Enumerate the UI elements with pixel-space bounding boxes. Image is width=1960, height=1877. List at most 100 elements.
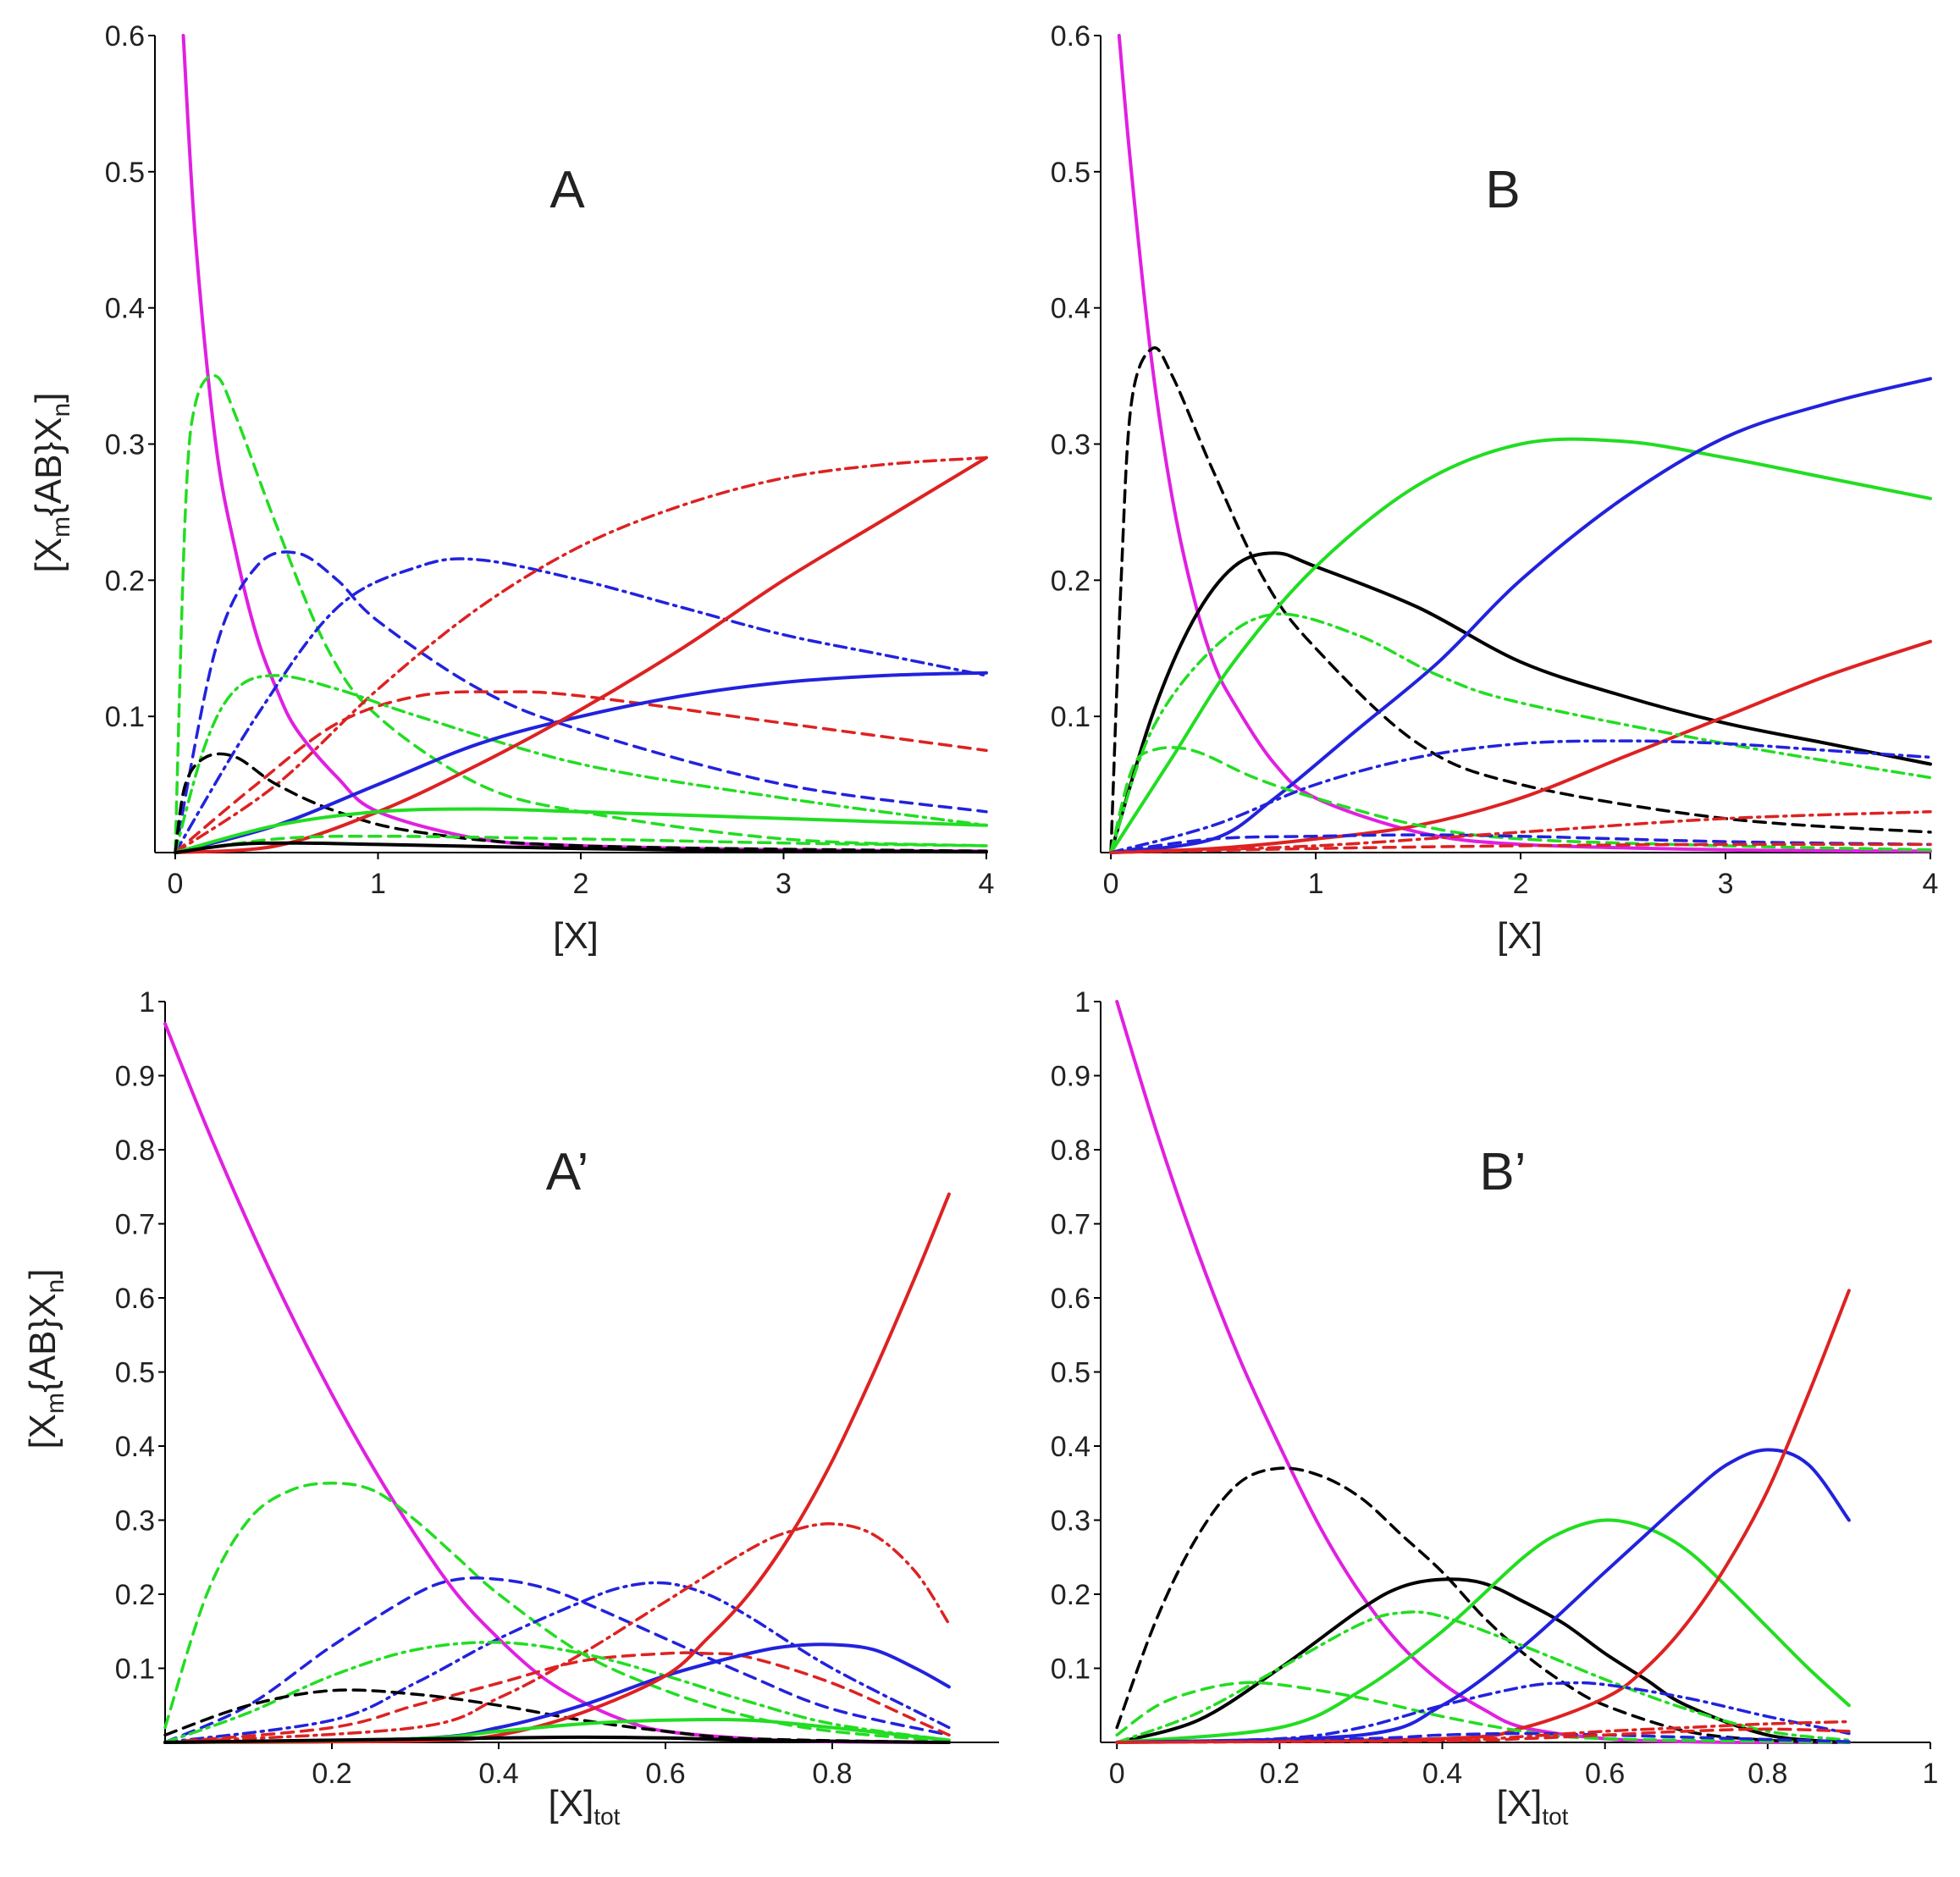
panel-a-prime-xlabel: [X]tot bbox=[549, 1783, 621, 1830]
panel-0-series-black-solid bbox=[174, 841, 988, 854]
panel-3-series-red-solid bbox=[1115, 1289, 1851, 1744]
panel-1-series-magenta-solid bbox=[1117, 34, 1932, 853]
panel-1-ytick-label: 0.6 bbox=[1051, 20, 1090, 52]
panel-b-title: B bbox=[1485, 161, 1520, 219]
panel-2-series-black-solid bbox=[163, 1735, 951, 1744]
panel-b-prime-xlabel: [X]tot bbox=[1497, 1783, 1569, 1830]
panel-2-series-blue-dash bbox=[163, 1576, 951, 1744]
panel-b-prime-title: B’ bbox=[1479, 1143, 1526, 1201]
panel-1-series-black-dash bbox=[1109, 346, 1932, 854]
panel-2-series-magenta-solid bbox=[163, 1022, 951, 1744]
panel-a-title: A bbox=[549, 161, 585, 219]
panel-0-ytick-label: 0.6 bbox=[105, 20, 145, 52]
panel-0-series-green-dash-2 bbox=[174, 834, 988, 854]
panel-3-ytick-label: 0.6 bbox=[1051, 1283, 1090, 1315]
panel-1-series-green-solid bbox=[1109, 437, 1932, 854]
panel-2-xtick-label: 0.2 bbox=[312, 1758, 351, 1790]
panel-1-xtick-label: 2 bbox=[1513, 868, 1529, 900]
panel-0-xtick-label: 0 bbox=[167, 868, 183, 900]
panel-3-ytick-label: 0.8 bbox=[1051, 1134, 1090, 1167]
panel-0-series-black-dash bbox=[174, 752, 988, 854]
panel-1-series-green-dashdot bbox=[1109, 612, 1932, 854]
panel-3-ytick-label: 0.2 bbox=[1051, 1579, 1090, 1611]
panel-2-ytick-label: 1 bbox=[139, 986, 155, 1019]
panel-1-xtick-label: 0 bbox=[1103, 868, 1119, 900]
panel-2-series-red-dash bbox=[163, 1651, 951, 1744]
panel-0-xtick-label: 1 bbox=[370, 868, 386, 900]
panel-3-ytick-label: 0.3 bbox=[1051, 1505, 1090, 1537]
panel-0-series-red-dashdot bbox=[174, 455, 988, 854]
panel-0-ytick-label: 0.5 bbox=[105, 157, 145, 189]
panel-2-ytick-label: 0.5 bbox=[115, 1357, 155, 1389]
panel-1-series-red-solid bbox=[1109, 639, 1932, 854]
panel-1-series-black-solid bbox=[1109, 551, 1932, 854]
panel-2-xtick-label: 0.4 bbox=[478, 1758, 518, 1790]
panel-2-ytick-label: 0.1 bbox=[115, 1653, 155, 1686]
panel-1-ytick-label: 0.5 bbox=[1051, 157, 1090, 189]
panel-0-series-green-solid bbox=[174, 807, 988, 854]
panel-3-xtick-label: 0.8 bbox=[1747, 1758, 1787, 1790]
panel-2-ytick-label: 0.4 bbox=[115, 1431, 155, 1463]
panel-0-series-blue-dashdot bbox=[174, 557, 988, 854]
panel-3-xtick-label: 0.4 bbox=[1422, 1758, 1462, 1790]
panel-3-series-green-solid bbox=[1115, 1518, 1851, 1744]
panel-3-series-blue-dash bbox=[1115, 1731, 1851, 1744]
panel-3-series-green-dash bbox=[1115, 1681, 1851, 1744]
panel-2-ytick-label: 0.8 bbox=[115, 1134, 155, 1167]
panel-3-series-green-dashdot bbox=[1115, 1610, 1851, 1744]
panel-1-ytick-label: 0.4 bbox=[1051, 293, 1090, 325]
panel-2-ytick-label: 0.2 bbox=[115, 1579, 155, 1611]
panel-0-xtick-label: 4 bbox=[979, 868, 995, 900]
panel-1-xtick-label: 3 bbox=[1718, 868, 1734, 900]
panel-1-series-blue-dashdot bbox=[1109, 739, 1932, 854]
panel-2-series-green-dash bbox=[163, 1482, 951, 1743]
panel-b: B [X] 0.1 0.2 0.3 0.4 0.5 0.6 0 1 2 3 4 bbox=[1051, 20, 1939, 957]
panel-0-series-green-dashdot bbox=[174, 674, 988, 854]
panel-3-series-blue-dashdot bbox=[1115, 1681, 1851, 1744]
panel-2-xtick-label: 0.6 bbox=[645, 1758, 685, 1790]
panel-2-ytick-label: 0.7 bbox=[115, 1209, 155, 1241]
panel-1-series-blue-solid bbox=[1109, 377, 1932, 854]
panel-3-series-blue-solid bbox=[1115, 1448, 1851, 1744]
panel-3-series-black-solid bbox=[1115, 1577, 1851, 1744]
panel-2-ytick-label: 0.9 bbox=[115, 1061, 155, 1093]
panel-0-ytick-label: 0.4 bbox=[105, 293, 145, 325]
panel-0-series-red-dash bbox=[174, 690, 988, 854]
panel-2-series-blue-dashdot bbox=[163, 1581, 951, 1744]
panel-2-series-red-dashdot bbox=[163, 1522, 951, 1744]
ylabel-bottom: [Xm{AB}Xn] bbox=[22, 1269, 69, 1449]
panel-1-series-red-dash bbox=[1109, 842, 1932, 854]
panel-1-xtick-label: 4 bbox=[1923, 868, 1939, 900]
panel-2-series-red-solid bbox=[163, 1192, 951, 1744]
panel-3-xtick-label: 0.6 bbox=[1585, 1758, 1625, 1790]
panel-0-series-red-solid bbox=[174, 455, 988, 854]
ylabel-top: [Xm{AB}Xn] bbox=[28, 393, 75, 573]
panel-0-series-blue-dash bbox=[174, 550, 988, 854]
panel-0-xtick-label: 2 bbox=[573, 868, 589, 900]
panel-2-xtick-label: 0.8 bbox=[812, 1758, 852, 1790]
panel-3-series-black-dash bbox=[1115, 1466, 1851, 1744]
panel-3-ytick-label: 0.5 bbox=[1051, 1357, 1090, 1389]
panel-b-prime: B’ [X]tot 0.1 0.2 0.3 0.4 0.5 0.6 0.7 0.8 0.9 1 0 0… bbox=[1051, 986, 1939, 1830]
panel-0-series-magenta-solid bbox=[181, 34, 988, 853]
panel-0-series-blue-solid bbox=[174, 671, 988, 854]
panel-2-series-black-dash bbox=[163, 1688, 951, 1744]
panel-a-prime-title: A’ bbox=[546, 1143, 589, 1201]
panel-3-ytick-label: 0.9 bbox=[1051, 1061, 1090, 1093]
panel-3-series-red-dash bbox=[1115, 1727, 1851, 1744]
panel-1-series-blue-dash bbox=[1109, 833, 1932, 854]
panel-b-xlabel: [X] bbox=[1497, 915, 1543, 957]
panel-0-ytick-label: 0.1 bbox=[105, 701, 145, 733]
panel-a: A [X] 0.1 0.2 0.3 0.4 0.5 0.6 0 1 2 3 4 bbox=[105, 20, 995, 957]
panel-0-xtick-label: 3 bbox=[776, 868, 792, 900]
panel-1-xtick-label: 1 bbox=[1308, 868, 1324, 900]
panel-1-ytick-label: 0.1 bbox=[1051, 701, 1090, 733]
panel-2-series-green-dashdot bbox=[163, 1641, 951, 1744]
panel-3-ytick-label: 0.1 bbox=[1051, 1653, 1090, 1686]
panel-0-ytick-label: 0.3 bbox=[105, 429, 145, 461]
panel-3-xtick-label: 0 bbox=[1109, 1758, 1125, 1790]
panel-2-ytick-label: 0.6 bbox=[115, 1283, 155, 1315]
panel-2-ytick-label: 0.3 bbox=[115, 1505, 155, 1537]
panel-0-ytick-label: 0.2 bbox=[105, 565, 145, 597]
